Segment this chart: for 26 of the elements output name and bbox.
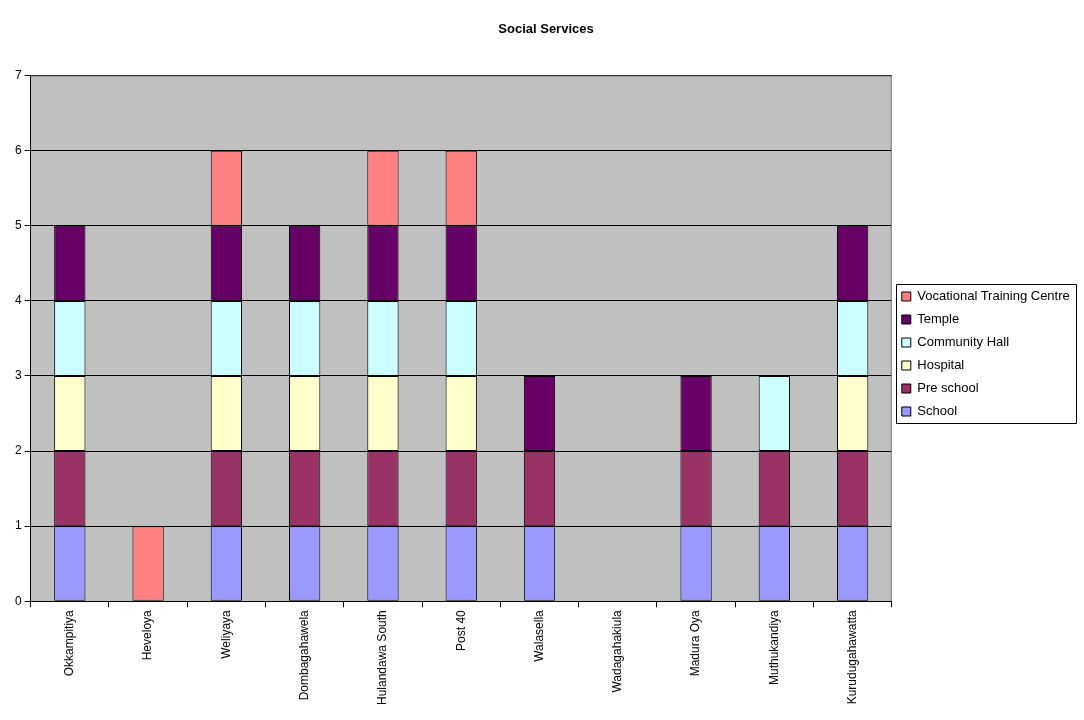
legend-label: School [917,403,958,419]
legend-label: Hospital [917,357,965,373]
x-tick-label: Dombagahawela [296,609,311,701]
x-tick-label: Kurudugahawatta [844,609,859,705]
x-tick-label: Wadagahakiula [610,609,625,693]
x-tick-label: Muthukandiya [766,609,781,685]
chart-title: Social Services [498,21,594,37]
y-tick-label: 1 [14,518,22,533]
y-tick-label: 3 [14,368,22,383]
x-tick-label: Weliyaya [218,609,233,659]
y-tick-label: 6 [14,143,22,158]
y-tick-label: 4 [14,293,22,308]
y-tick-label: 0 [14,593,22,608]
x-tick-label: Post 40 [453,609,468,651]
legend-label: Vocational Training Centre [917,288,1070,304]
y-tick-label: 7 [14,67,22,82]
legend-label: Pre school [917,380,979,396]
x-tick-label: Madura Oya [688,609,703,677]
x-tick-label: Heveloya [140,609,155,661]
legend-label: Temple [917,311,960,327]
y-tick-label: 2 [14,443,22,458]
x-tick-label: Walasella [531,609,546,662]
legend-label: Community Hall [917,334,1010,350]
y-tick-label: 5 [14,218,22,233]
x-tick-label: Hulandawa South [375,610,390,705]
x-tick-label: Okkampitiya [62,609,77,677]
